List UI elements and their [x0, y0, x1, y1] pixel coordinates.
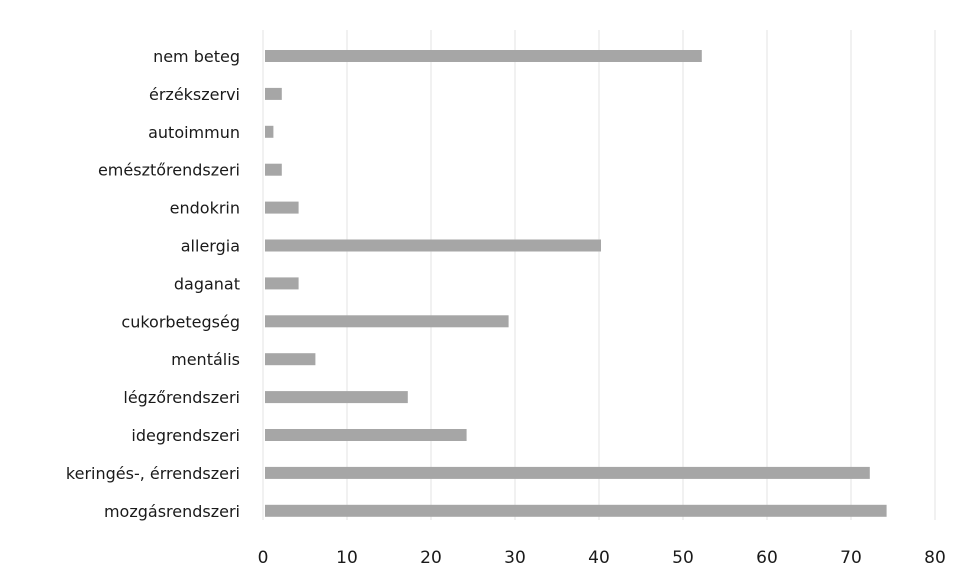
gridlines	[262, 30, 936, 520]
category-label: autoimmun	[148, 123, 240, 142]
x-tick-label: 70	[840, 548, 862, 568]
x-tick-label: 80	[924, 548, 946, 568]
x-tick-label: 60	[756, 548, 778, 568]
category-label: allergia	[181, 237, 240, 256]
x-tick-label: 50	[672, 548, 694, 568]
bar	[265, 239, 601, 252]
bar	[265, 391, 408, 404]
bars	[265, 50, 887, 517]
bar	[265, 429, 467, 441]
category-labels: nem beteg érzékszervi autoimmun emésztőrend…	[66, 47, 240, 521]
category-label: érzékszervi	[149, 85, 240, 104]
bar	[265, 504, 887, 517]
category-label: mentális	[171, 350, 240, 369]
bar	[265, 87, 282, 100]
x-tick-label: 20	[420, 548, 442, 568]
category-label: cukorbetegség	[121, 312, 240, 331]
category-label: emésztőrendszeri	[98, 161, 240, 180]
bar	[265, 277, 299, 290]
x-tick-label: 40	[588, 548, 610, 568]
category-label: nem beteg	[153, 47, 240, 66]
x-tick-labels: 0 10 20 30 40 50 60 70 80	[258, 548, 946, 568]
category-label: mozgásrendszeri	[104, 502, 240, 521]
x-tick-label: 10	[336, 548, 358, 568]
bar	[265, 466, 870, 479]
bar	[265, 50, 702, 62]
x-tick-label: 0	[258, 548, 269, 568]
bar	[265, 315, 509, 328]
bar	[265, 201, 299, 214]
bar	[265, 125, 274, 138]
bar	[265, 163, 282, 176]
category-label: keringés-, érrendszeri	[66, 464, 240, 483]
category-label: daganat	[174, 274, 240, 293]
category-label: idegrendszeri	[131, 426, 240, 445]
x-tick-label: 30	[504, 548, 526, 568]
category-label: légzőrendszeri	[123, 388, 240, 407]
category-label: endokrin	[170, 199, 240, 218]
bar	[265, 353, 316, 366]
